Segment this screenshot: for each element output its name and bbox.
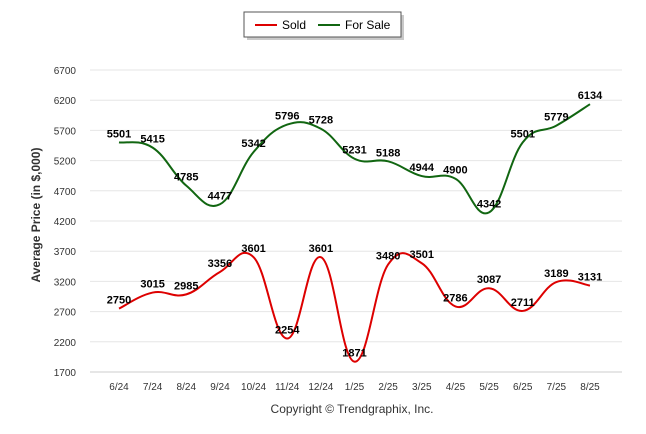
data-label: 3189	[544, 268, 568, 280]
data-label: 1871	[342, 348, 366, 360]
data-label: 3501	[410, 249, 434, 261]
series-layer	[118, 103, 591, 363]
data-label: 3356	[208, 258, 232, 270]
x-tick-label: 6/25	[513, 382, 533, 393]
legend-label-sold[interactable]: Sold	[282, 18, 306, 32]
data-label: 3601	[241, 243, 265, 255]
data-label: 4900	[443, 165, 467, 177]
data-label: 4785	[174, 172, 198, 184]
data-label: 4342	[477, 198, 501, 210]
data-label: 5501	[510, 128, 534, 140]
x-tick-label: 8/24	[177, 382, 197, 393]
data-label: 5796	[275, 111, 299, 123]
grid-lines	[90, 69, 622, 373]
x-tick-label: 3/25	[412, 382, 432, 393]
y-tick-label: 3700	[54, 247, 77, 258]
data-label: 2786	[443, 292, 467, 304]
data-label: 5779	[544, 112, 568, 124]
x-tick-label: 7/24	[143, 382, 163, 393]
y-tick-label: 1700	[54, 368, 77, 379]
x-tick-label: 4/25	[446, 382, 466, 393]
x-tick-label: 5/25	[479, 382, 499, 393]
y-tick-label: 6200	[54, 96, 77, 107]
data-label: 5501	[107, 128, 131, 140]
x-tick-label: 12/24	[308, 382, 333, 393]
y-tick-label: 5700	[54, 126, 77, 137]
data-label: 2750	[107, 295, 131, 307]
y-tick-label: 4200	[54, 217, 77, 228]
y-tick-label: 5200	[54, 157, 77, 168]
x-tick-label: 6/24	[109, 382, 129, 393]
data-label: 3480	[376, 250, 400, 262]
data-labels-layer: 2750 3015 2985 3356 3601 2254 3601 1871 3480 3501…	[107, 90, 603, 359]
y-tick-label: 2700	[54, 308, 77, 319]
data-label: 3015	[140, 279, 164, 291]
data-label: 5728	[309, 115, 333, 127]
data-label: 5231	[342, 145, 366, 157]
x-tick-label: 10/24	[241, 382, 266, 393]
data-label: 3601	[309, 243, 333, 255]
data-label: 5342	[241, 138, 265, 150]
x-tick-label: 11/24	[275, 382, 300, 393]
data-label: 3131	[578, 272, 602, 284]
x-tick-label: 8/25	[580, 382, 600, 393]
data-label: 3087	[477, 274, 501, 286]
data-label: 2985	[174, 280, 198, 292]
data-label: 2254	[275, 325, 300, 337]
x-tick-label: 2/25	[378, 382, 398, 393]
y-tick-label: 4700	[54, 187, 77, 198]
y-tick-label: 2200	[54, 338, 77, 349]
y-axis-label: Average Price (in $,000)	[29, 148, 43, 283]
data-label: 5415	[140, 134, 164, 146]
data-label: 4944	[410, 162, 435, 174]
y-tick-label: 6700	[54, 66, 77, 77]
legend[interactable]: Sold For Sale	[243, 11, 404, 40]
x-axis-ticks: 6/24 7/24 8/24 9/24 10/24 11/24 12/24 1/25 2/25 3…	[109, 382, 600, 393]
data-label: 4477	[208, 190, 232, 202]
data-label: 6134	[578, 90, 603, 102]
y-axis-ticks: 6700 6200 5700 5200 4700 4200 3700 3200 2700 2200…	[54, 66, 77, 379]
copyright-text: Copyright © Trendgraphix, Inc.	[271, 402, 434, 416]
y-tick-label: 3200	[54, 277, 77, 288]
data-label: 2711	[511, 297, 535, 309]
x-tick-label: 7/25	[547, 382, 567, 393]
series-line-sold	[118, 251, 591, 363]
legend-label-for-sale[interactable]: For Sale	[345, 18, 391, 32]
x-tick-label: 9/24	[210, 382, 230, 393]
data-label: 5188	[376, 147, 400, 159]
x-tick-label: 1/25	[345, 382, 365, 393]
series-line-for-sale	[118, 103, 591, 215]
